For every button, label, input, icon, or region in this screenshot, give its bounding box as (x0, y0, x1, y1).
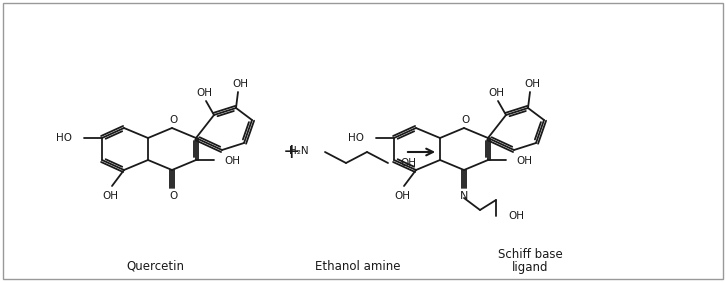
Text: OH: OH (102, 191, 118, 201)
Text: ligand: ligand (512, 261, 548, 274)
Text: OH: OH (516, 156, 532, 166)
Text: O: O (170, 191, 178, 201)
Text: Ethanol amine: Ethanol amine (315, 259, 401, 272)
Text: OH: OH (224, 156, 240, 166)
Text: O: O (170, 115, 178, 125)
Text: Quercetin: Quercetin (126, 259, 184, 272)
Text: OH: OH (524, 79, 540, 89)
FancyBboxPatch shape (3, 3, 723, 279)
Text: OH: OH (196, 88, 212, 98)
Text: O: O (462, 115, 470, 125)
Text: HO: HO (348, 133, 364, 143)
Text: HO: HO (56, 133, 72, 143)
Text: Schiff base: Schiff base (497, 248, 563, 261)
Text: OH: OH (232, 79, 248, 89)
Text: OH: OH (400, 158, 416, 168)
Text: OH: OH (488, 88, 504, 98)
Text: OH: OH (508, 211, 524, 221)
Text: OH: OH (394, 191, 410, 201)
Text: H₂N: H₂N (290, 146, 309, 156)
Text: +: + (283, 142, 301, 162)
Text: N: N (460, 191, 468, 201)
